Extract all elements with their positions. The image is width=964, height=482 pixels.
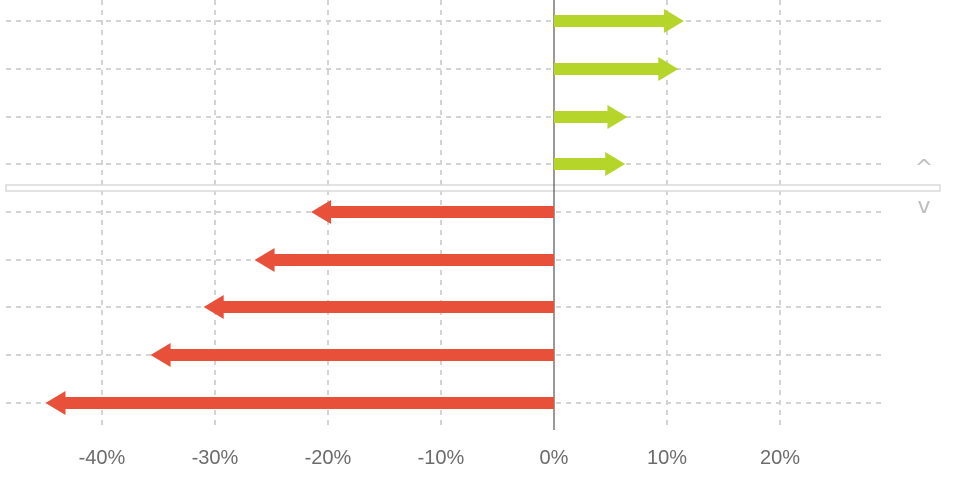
arrow-bar-negative (311, 200, 554, 224)
arrow-bar-negative (45, 391, 554, 415)
arrow-bar-negative (254, 248, 555, 272)
arrow-bar-positive (554, 105, 628, 129)
section-divider (5, 184, 941, 192)
x-tick-label: -30% (192, 447, 239, 469)
arrow-bar-positive (554, 9, 684, 33)
scroll-up-button[interactable]: ^ (912, 158, 936, 180)
arrow-bar-positive (554, 152, 626, 176)
arrow-bar-negative (203, 295, 554, 319)
arrow-bars (45, 9, 684, 415)
x-tick-labels: -40% -30% -20% -10% 0% 10% 20% (79, 447, 801, 469)
grid-lines (6, 0, 882, 430)
divider-bar (5, 184, 941, 192)
x-tick-label: 20% (760, 447, 800, 469)
arrow-bar-negative (150, 343, 554, 367)
arrow-bar-positive (554, 57, 679, 81)
x-tick-label: -20% (305, 447, 352, 469)
scroll-down-button[interactable]: v (912, 196, 936, 218)
chevron-down-icon: v (917, 194, 931, 219)
x-tick-label: 0% (540, 447, 569, 469)
x-tick-label: -40% (79, 447, 126, 469)
x-tick-label: -10% (418, 447, 465, 469)
x-tick-label: 10% (647, 447, 687, 469)
chevron-up-icon: ^ (914, 156, 934, 181)
